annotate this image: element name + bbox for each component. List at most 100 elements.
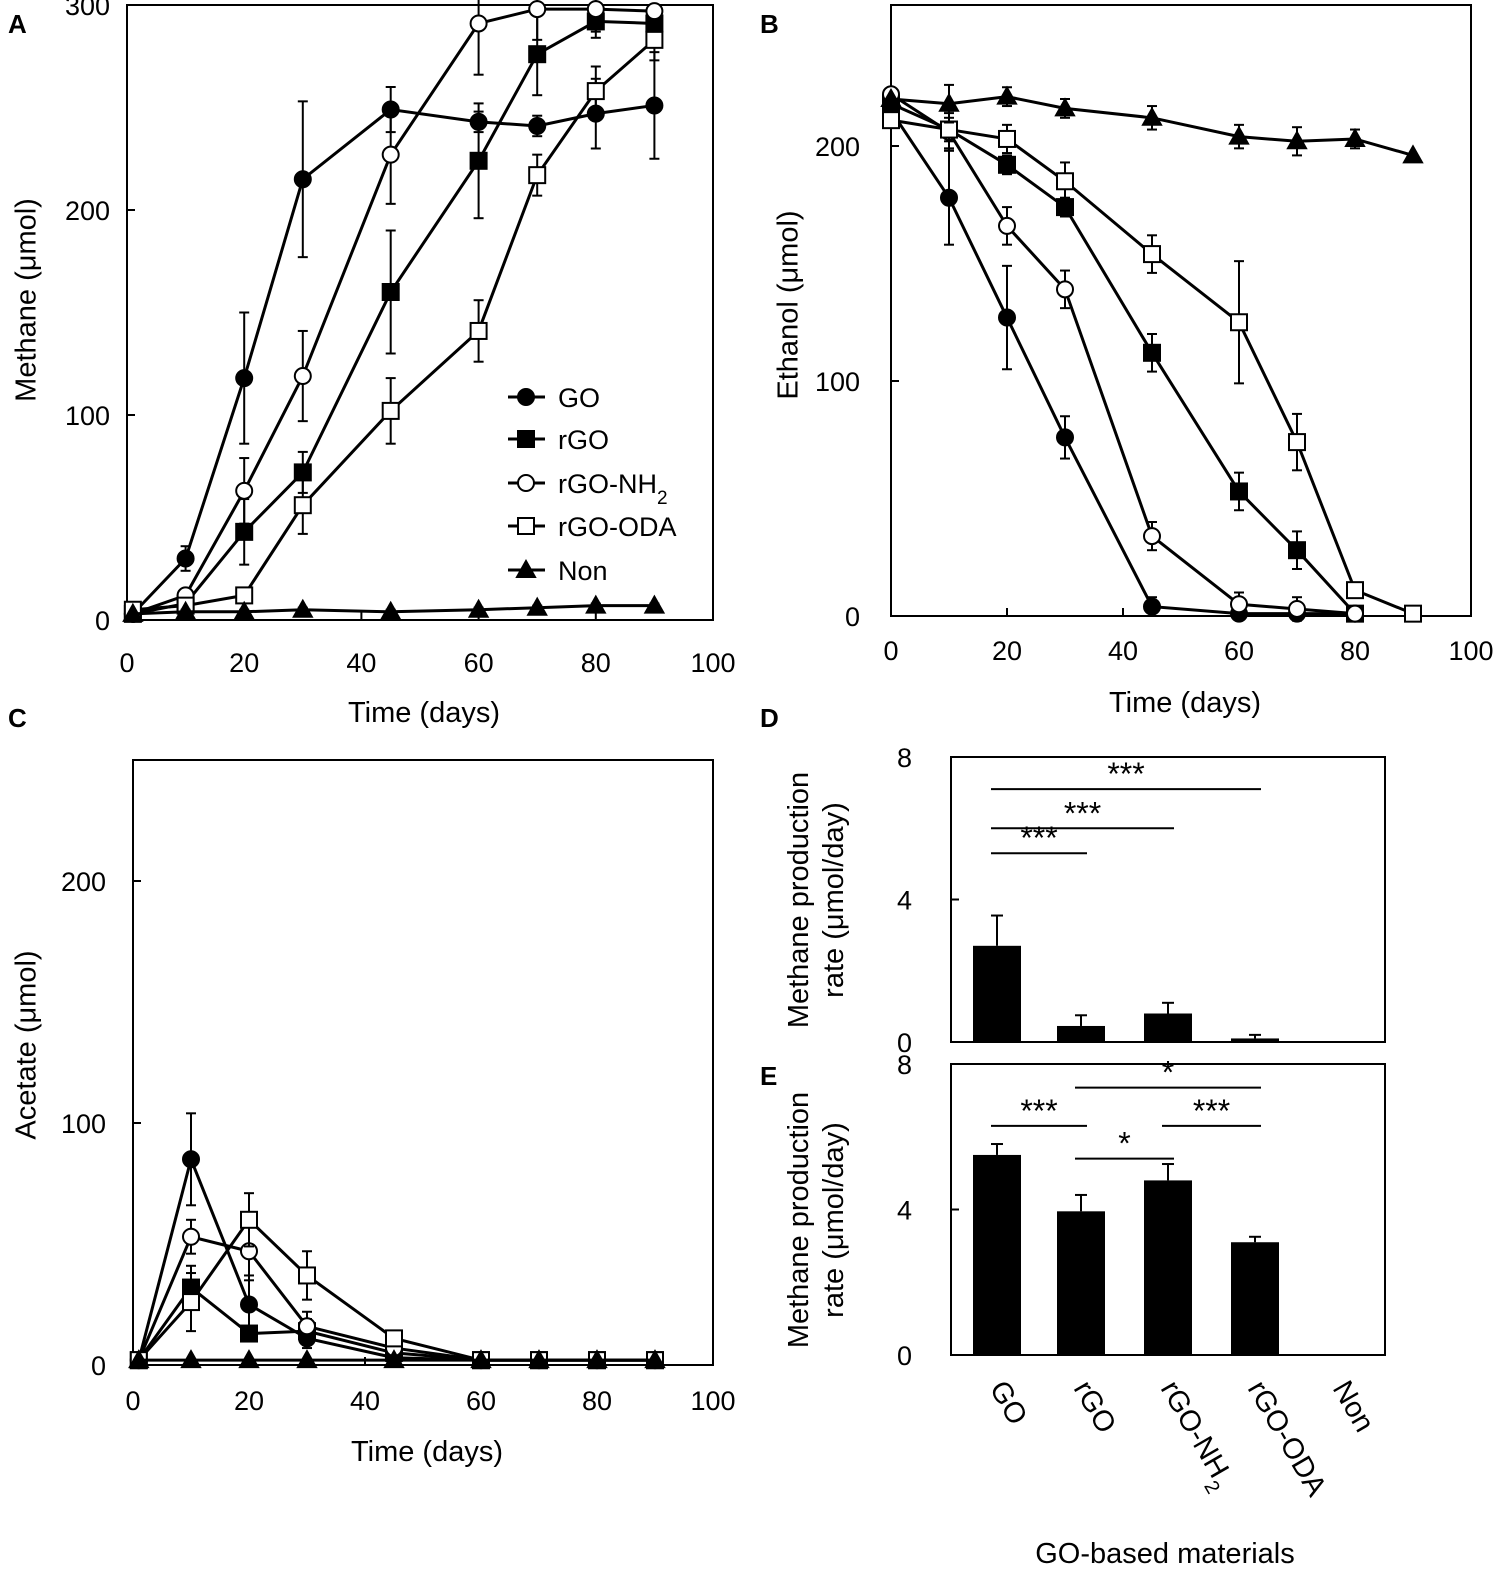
- panel-a-series-rgo-oda-point: [381, 401, 400, 420]
- panel-a-series-rgo-nh2-point: [293, 367, 312, 386]
- legend-label-rgo-nh2: rGO-NH2: [558, 469, 668, 509]
- panel-c-x-tick-label: 80: [582, 1386, 612, 1416]
- panel-c-series-non: [128, 1349, 666, 1369]
- panel-b-series-non-point: [996, 85, 1018, 105]
- panel-b-series-rgo-oda-point: [1404, 604, 1422, 623]
- panel-d-significance-label: ***: [1020, 820, 1057, 856]
- panel-a-series-rgo-oda-point: [586, 82, 605, 101]
- panel-b-series-non-point: [1228, 125, 1250, 145]
- panel-b-series-rgo-nh2-point: [1056, 280, 1074, 299]
- panel-a-series-rgo-nh2-point: [528, 0, 547, 19]
- panel-b: B 0 20 40 60 80 100 0 100 200 Time (days) Ethanol (…: [760, 4, 1494, 719]
- panel-c-series-rgo-nh2-point: [182, 1227, 200, 1246]
- panel-e-y-tick-label: 0: [897, 1341, 912, 1371]
- panel-d-significance-label: ***: [1064, 795, 1101, 831]
- panel-e-y-tick-label: 8: [897, 1050, 912, 1080]
- panel-e-bar-go: [973, 1154, 1021, 1355]
- panel-a-series-rgo-oda-point: [528, 166, 547, 185]
- panel-a-x-axis-label: Time (days): [348, 697, 500, 729]
- panel-e-significance-label: ***: [1020, 1093, 1057, 1129]
- panel-a-series-non-point: [292, 598, 314, 618]
- legend-marker-rgo: [517, 430, 535, 448]
- panel-a-series-go-point: [293, 170, 312, 189]
- panel-b-series-rgo-oda-point: [1346, 581, 1364, 600]
- panel-b-series-rgo-nh2-point: [1143, 527, 1161, 546]
- panel-d-bar-go: [973, 945, 1021, 1042]
- panel-c-series-rgo-oda: [129, 1192, 664, 1370]
- panel-a-series-rgo-oda-point: [293, 496, 312, 515]
- panel-c-x-tick-label: 60: [466, 1386, 496, 1416]
- panel-b-x-tick-label: 80: [1340, 636, 1370, 666]
- panel-c-plot-frame: [132, 759, 714, 1366]
- panel-a-x-tick-label: 80: [581, 648, 611, 678]
- panel-e-category-label: rGO-ODA: [1241, 1376, 1333, 1503]
- panel-b-series-rgo-oda-point: [940, 120, 958, 139]
- panel-a-series-non-point: [467, 598, 490, 618]
- panel-e-bar-rgo: [1057, 1211, 1105, 1355]
- panel-c-x-tick-label: 100: [690, 1386, 735, 1416]
- panel-d: D 0 4 8 Methane production rate (μmol/day) ***…: [760, 703, 1386, 1058]
- panel-e-category-label: rGO-NH2: [1146, 1376, 1240, 1498]
- panel-e-bar-non: [1316, 1354, 1364, 1356]
- panel-b-x-tick-label: 60: [1224, 636, 1254, 666]
- panel-a-series-go-point: [645, 96, 664, 115]
- panel-a-series-rgo-point: [235, 522, 254, 541]
- panel-c-series-rgo-nh2-point: [298, 1317, 316, 1336]
- panel-c-series-rgo-oda-point: [298, 1266, 316, 1285]
- panel-d-y-tick-label: 0: [897, 1028, 912, 1058]
- panel-a-series-rgo-nh2-point: [381, 145, 400, 164]
- panel-c-label: C: [8, 703, 27, 733]
- panel-c-series-non-point: [470, 1349, 492, 1369]
- panel-a-y-tick-label: 100: [65, 401, 110, 431]
- panel-a-plot-frame: [126, 4, 714, 621]
- panel-b-label: B: [760, 9, 779, 39]
- panel-c-y-tick-label: 100: [61, 1109, 106, 1139]
- panel-d-bar-rgo-nh2: [1144, 1013, 1192, 1042]
- panel-a-y-tick-label: 300: [65, 0, 110, 21]
- panel-b-y-tick-label: 100: [815, 367, 860, 397]
- panel-a-series-non-point: [174, 600, 197, 620]
- panel-a-series-go-point: [528, 116, 547, 135]
- panel-b-series-rgo-oda-point: [1288, 433, 1306, 452]
- panel-e-y-axis-label: Methane production rate (μmol/day): [783, 1092, 850, 1348]
- panel-b-series-rgo-oda-point: [882, 111, 900, 130]
- panel-a-x-tick-label: 20: [229, 648, 259, 678]
- panel-b-series-rgo-line: [890, 102, 1357, 615]
- panel-c-series-non-point: [528, 1349, 550, 1369]
- panel-b-series-rgo-oda-point: [1056, 172, 1074, 191]
- panel-c-series-rgo-oda-point: [182, 1293, 200, 1312]
- panel-b-series-rgo-nh2-point: [1288, 599, 1306, 618]
- panel-c-series-go-point: [240, 1295, 258, 1314]
- panel-b-series-go-point: [1056, 428, 1074, 447]
- panel-d-y-axis-label-line: rate (μmol/day): [818, 802, 850, 998]
- panel-a-y-tick-label: 200: [65, 196, 110, 226]
- panel-a-series-non-point: [643, 594, 666, 614]
- panel-c-series-non-point: [644, 1349, 666, 1369]
- panel-a-series-rgo-nh2-point: [645, 2, 664, 21]
- panel-a-series-rgo-point: [528, 45, 547, 64]
- panel-d-y-axis-label-line: Methane production: [783, 772, 815, 1028]
- panel-b-series-rgo: [882, 94, 1364, 623]
- panel-a-series-rgo-oda-point: [645, 30, 664, 49]
- panel-b-x-tick-label: 100: [1448, 636, 1493, 666]
- panel-b-series-rgo-nh2-line: [890, 93, 1356, 616]
- panel-a-series-rgo-nh2-point: [235, 481, 254, 500]
- panel-a-series-rgo-nh2-point: [469, 14, 488, 33]
- panel-a-x-tick-label: 100: [690, 648, 735, 678]
- panel-b-series-rgo-point: [1143, 343, 1161, 362]
- panel-b-x-tick-label: 0: [883, 636, 898, 666]
- panel-a-series-rgo-oda-point: [469, 321, 488, 340]
- panel-e-category-label: rGO: [1067, 1376, 1122, 1439]
- panel-e-y-axis-label-line: Methane production: [783, 1092, 815, 1348]
- panel-a-label: A: [8, 9, 27, 39]
- panel-e-label: E: [760, 1061, 777, 1091]
- panel-a-x-tick-label: 40: [346, 648, 376, 678]
- panel-c-y-tick-label: 200: [61, 867, 106, 897]
- panel-b-series-non-point: [1344, 127, 1366, 147]
- panel-e-bar-rgo-oda: [1231, 1242, 1279, 1355]
- panel-b-series-rgo-point: [1288, 541, 1306, 560]
- panel-b-y-tick-label: 200: [815, 132, 860, 162]
- panel-e-y-axis-label-line: rate (μmol/day): [818, 1122, 850, 1318]
